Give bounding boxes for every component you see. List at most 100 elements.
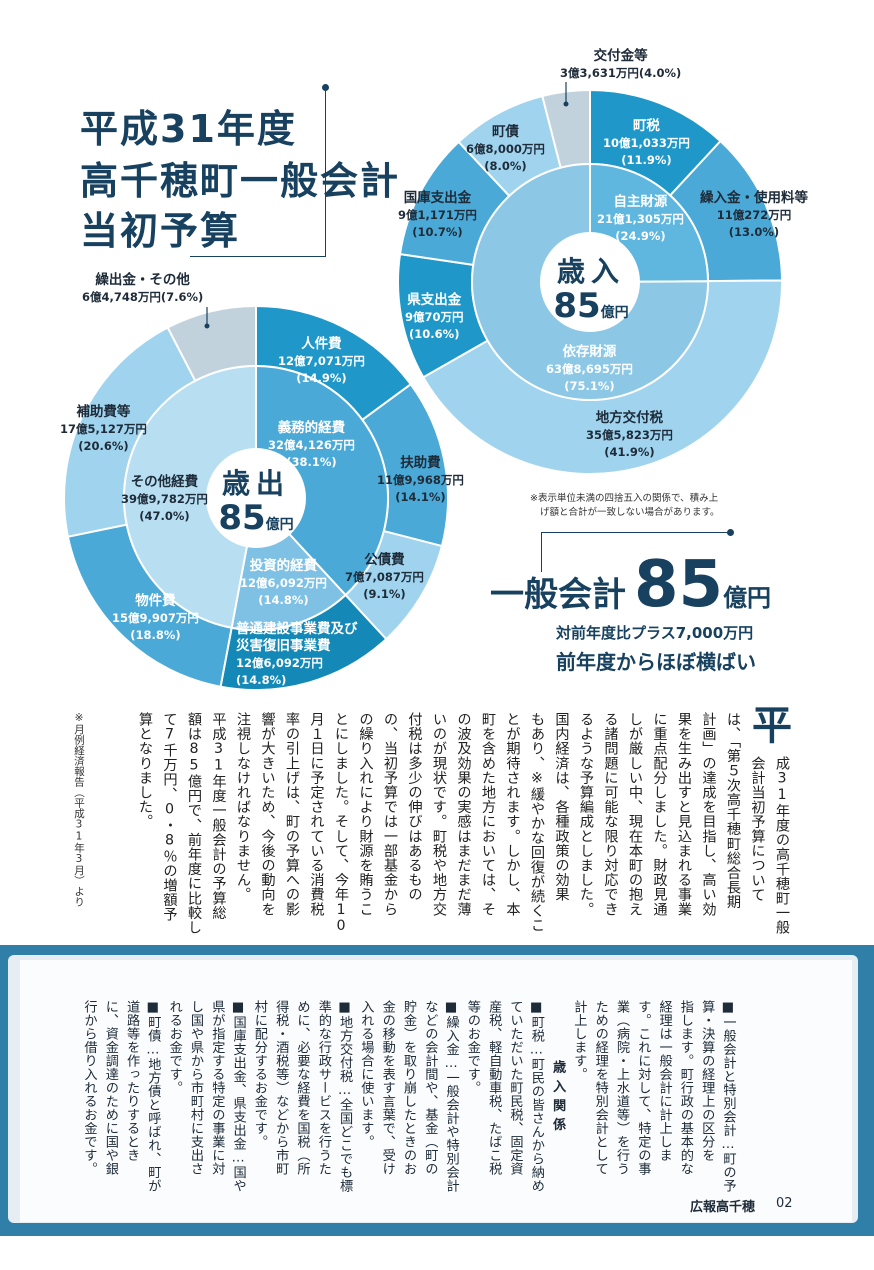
- body-column: て7千万円、0・8％の増額予: [161, 712, 178, 922]
- glossary-column: 等のお金です。: [464, 1000, 480, 1095]
- body-column: いのが現状です。町税や地方交: [431, 712, 447, 917]
- glossary-column: 得税・酒税等）などから市町: [273, 1000, 289, 1176]
- exp-label-toushi: 投資的経費 12億6,092万円 (14.8%): [240, 558, 327, 607]
- exp-label-hojo: 補助費等 17億5,127万円 (20.6%): [60, 404, 147, 453]
- body-column: 率の引上げは、町の予算への影: [284, 712, 300, 917]
- page-title-line-2: 高千穂町一般会計: [80, 159, 401, 203]
- rev-inner-slice-1: [471, 162, 710, 401]
- glossary-column: 村に配分するお金です。: [251, 1000, 267, 1149]
- glossary-section-heading: 歳入関係: [550, 1060, 566, 1137]
- body-column: 額は85億円で、前年度に比較し: [186, 712, 202, 935]
- body-column: の、当初予算では一部基金から: [382, 712, 398, 917]
- body-column: 平成31年度一般会計の予算総: [210, 712, 227, 920]
- exp-label-kosai: 公債費 7億7,087万円 (9.1%): [345, 552, 424, 601]
- glossary-column: ■一般会計と特別会計…町の予: [720, 1000, 736, 1193]
- glossary-column: ための経理を特別会計として: [592, 1000, 608, 1176]
- glossary-column: ていただいた町民税、固定資: [507, 1000, 523, 1176]
- body-column: 成31年度の高千穂町一般: [774, 756, 790, 935]
- title-frame-vertical: [325, 88, 326, 256]
- glossary-column: す。これに対して、特定の事: [635, 1000, 651, 1176]
- exp-label-bukken: 物件費 15億9,907万円 (18.8%): [112, 593, 199, 642]
- exp-label-jinken: 人件費 12億7,071万円 (14.9%): [278, 336, 365, 385]
- rev-label-koufukin: 交付金等 3億3,631万円(4.0%): [560, 48, 682, 80]
- body-column: 算となりました。: [137, 712, 153, 829]
- exp-label-kensetsu: 普通建設事業費及び 災害復旧事業費 12億6,092万円 (14.8%): [236, 621, 358, 687]
- exp-center: 歳出 85億円: [218, 467, 294, 538]
- footer-label: 広報高千穂: [690, 1200, 756, 1215]
- body-column: 果を生み出すと見込まれる事業: [676, 712, 692, 917]
- body-column: 響が大きいため、今後の動向を: [259, 712, 276, 917]
- headline-frame-vertical: [541, 532, 542, 572]
- glossary-column: 算・決算の経理上の区分を: [699, 1000, 715, 1162]
- exp-inner-slice-0: [255, 364, 389, 597]
- glossary-column: 業（病院・上水道等）を行う: [614, 1000, 629, 1176]
- body-column: 計画」の達成を目指し、高い効: [700, 712, 717, 917]
- body-column: 会計当初予算について: [749, 756, 766, 902]
- exp-label-gimu: 義務的経費 32億4,126万円 (38.1%): [268, 420, 355, 469]
- title-frame-horizontal: [190, 256, 326, 257]
- dropcap: 平: [752, 703, 792, 749]
- expenditure-donut-chart: [63, 304, 449, 691]
- body-column: る諸問題に可能な限り対応でき: [602, 712, 619, 917]
- rev-center: 歳入 85億円: [553, 255, 629, 326]
- leader-koufukin-dot: [563, 101, 569, 107]
- glossary-column: 道路等を作ったりするとき: [124, 1000, 140, 1162]
- headline-total: 一般会計 85億円: [490, 548, 772, 622]
- glossary-column: めに、必要な経費を国税（所: [294, 1000, 310, 1176]
- glossary-column: に、資金調達のために国や銀: [102, 1000, 118, 1176]
- body-column: 注視しなければなりません。: [235, 712, 251, 902]
- page-title-line-1: 平成31年度: [80, 107, 297, 151]
- rev-label-chozei: 町税 10億1,033万円 (11.9%): [603, 118, 690, 167]
- title-block: 平成31年度 高千穂町一般会計 当初予算: [0, 0, 398, 260]
- exp-label-fujo: 扶助費 11億9,968万円 (14.1%): [377, 455, 464, 504]
- glossary-column: れるお金です。: [166, 1000, 182, 1095]
- headline-frame-dot: [727, 529, 734, 536]
- leader-kuridashi-dot: [204, 323, 210, 329]
- body-column: るような予算編成としました。: [578, 712, 594, 917]
- body-column: 国内経済は、各種政策の効果: [553, 712, 570, 902]
- glossary-column: などの会計間や、基金（町の: [422, 1000, 438, 1176]
- body-column: 町を含めた地方においては、そ: [480, 712, 496, 917]
- glossary-column: 指します。町行政の基本的な: [677, 1000, 693, 1176]
- rev-label-jishu: 自主財源 21億1,305万円 (24.9%): [597, 194, 684, 243]
- body-column: もあり、※緩やかな回復が続くこ: [529, 712, 545, 933]
- glossary-column: ■国庫支出金、県支出金…国や: [230, 1000, 246, 1193]
- glossary-column: ■繰入金…一般会計や特別会計: [443, 1000, 459, 1193]
- rev-center-hole: [540, 232, 640, 332]
- headline-frame-horizontal: [541, 532, 731, 533]
- budget-charts: [63, 82, 784, 691]
- rounding-note: ※表示単位未満の四捨五入の関係で、積み上 げ額と合計が一致しない場合があります。: [530, 493, 720, 518]
- title-frame-dot: [322, 84, 329, 91]
- body-footnote: ※月例経済報告（平成31年3月）より: [73, 712, 85, 907]
- headline-sub2: 前年度からほぼ横ばい: [556, 650, 756, 674]
- glossary-column: 行から借り入れるお金です。: [81, 1000, 97, 1176]
- glossary-page: [20, 960, 852, 1222]
- glossary-column: ■町債…地方債と呼ばれ、町が: [145, 1000, 161, 1193]
- body-column: しが厳しい中、現在本町の抱え: [627, 712, 643, 917]
- exp-label-sonota: その他経費 39億9,782万円 (47.0%): [121, 474, 208, 523]
- body-column: 月１日に予定されている消費税: [308, 712, 325, 917]
- body-column: に重点配分しました。財政見通: [651, 712, 668, 917]
- rev-label-chosai: 町債 6億8,000万円 (8.0%): [466, 124, 545, 173]
- glossary-column: 入れる場合に使います。: [358, 1000, 374, 1149]
- revenue-donut-chart: [397, 88, 784, 475]
- glossary-column: し国や県から市町村に支出さ: [188, 1000, 203, 1176]
- headline-sub1: 対前年度比プラス7,000万円: [556, 624, 754, 642]
- exp-label-kuridashi: 繰出金・その他 6億4,748万円(7.6%): [82, 272, 204, 304]
- glossary-column: 準的な行政サービスを行うた: [315, 1000, 331, 1176]
- glossary-column: ■町税…町民の皆さんから納め: [528, 1000, 544, 1193]
- glossary-column: 県が指定する特定の事業に対: [209, 1000, 225, 1176]
- glossary-column: 産税、軽自動車税、たばこ税: [486, 1000, 502, 1176]
- glossary-column: ■地方交付税…全国どこでも標: [337, 1000, 353, 1193]
- rev-label-izon: 依存財源 63億8,695万円 (75.1%): [546, 344, 633, 393]
- body-column: の繰り入れにより財源を賄うこ: [357, 712, 374, 917]
- body-column: とにしました。そして、今年10: [333, 712, 349, 935]
- exp-inner-slice-2: [123, 364, 257, 629]
- body-column: は、「第５次高千穂町総合長期: [725, 712, 741, 910]
- rev-label-kokko: 国庫支出金 9億1,171万円 (10.7%): [398, 190, 477, 239]
- body-column: の波及効果の実感はまだまだ薄: [455, 712, 472, 917]
- rev-label-ken: 県支出金 9億70万円 (10.6%): [405, 292, 464, 341]
- glossary-column: 金の移動を表す言葉で、受け: [379, 1000, 395, 1176]
- exp-center-hole: [206, 448, 306, 548]
- glossary-column: 計上します。: [571, 1000, 587, 1081]
